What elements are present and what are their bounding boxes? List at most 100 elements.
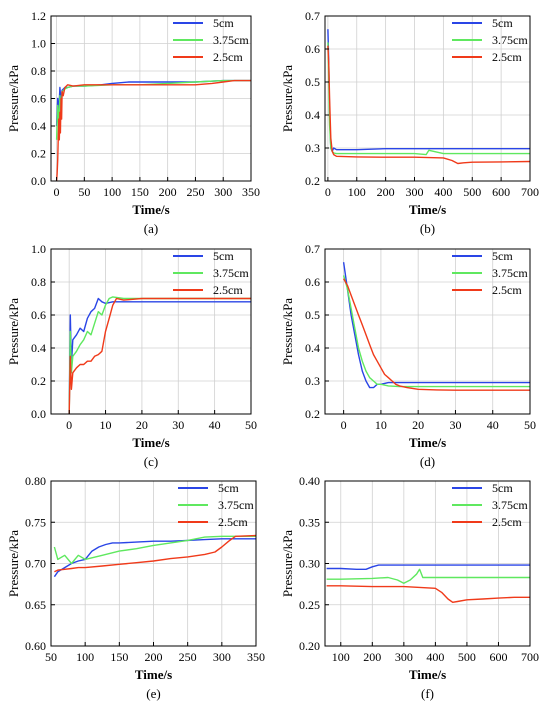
- x-tick-label: 300: [406, 185, 424, 199]
- x-tick-label: 20: [136, 418, 148, 432]
- y-tick-label: 0.2: [305, 407, 320, 421]
- legend: 5cm 3.75cm 2.5cm: [452, 481, 528, 529]
- x-tick-label: 500: [458, 650, 476, 664]
- panel-label: (b): [420, 221, 435, 236]
- legend-label: 3.75cm: [218, 498, 254, 512]
- plot-frame: [50, 248, 252, 415]
- chart-panel: 0 10 20 30 40 50 0.0 0.2 0.4 0.6 0.8 1.0 Time/s Press…: [6, 242, 257, 469]
- legend-label: 2.5cm: [492, 283, 522, 297]
- series-line-2-5cm: [342, 278, 530, 391]
- legend-label: 5cm: [492, 481, 513, 495]
- x-tick-label: 400: [434, 185, 452, 199]
- chart-panel: 100 200 300 400 500 600 700 0.20 0.25 0.30 0.35 0.4…: [280, 474, 539, 701]
- x-tick-label: 100: [348, 185, 366, 199]
- legend-label: 3.75cm: [492, 498, 528, 512]
- chart-panel: 0 10 20 30 40 50 0.2 0.3 0.4 0.5 0.6 0.7 Time/s Press…: [280, 242, 536, 469]
- y-tick-label: 0.2: [305, 174, 320, 188]
- x-tick-label: 600: [489, 650, 507, 664]
- y-axis-label: Pressure/kPa: [280, 298, 295, 365]
- x-tick-label: 200: [159, 185, 177, 199]
- y-tick-label: 0.7: [305, 9, 320, 23]
- x-tick-label: 0: [54, 185, 60, 199]
- legend-label: 2.5cm: [492, 50, 522, 64]
- panel-label: (c): [144, 454, 158, 469]
- legend: 5cm 3.75cm 2.5cm: [173, 16, 249, 64]
- legend-label: 5cm: [492, 249, 513, 263]
- panel-label: (e): [146, 686, 160, 701]
- x-tick-label: 300: [213, 650, 231, 664]
- series-line-5cm: [55, 79, 251, 127]
- legend: 5cm 3.75cm 2.5cm: [173, 249, 249, 297]
- x-tick-label: 50: [245, 418, 257, 432]
- y-tick-label: 0.40: [299, 474, 320, 488]
- y-tick-label: 0.2: [31, 374, 46, 388]
- y-tick-label: 0.70: [25, 557, 46, 571]
- x-tick-label: 400: [426, 650, 444, 664]
- x-tick-label: 50: [78, 185, 90, 199]
- y-tick-label: 1.0: [31, 242, 46, 256]
- series-line-3-75cm: [53, 535, 256, 565]
- x-tick-label: 600: [492, 185, 510, 199]
- y-tick-label: 0.75: [25, 515, 46, 529]
- series-line-3-75cm: [342, 275, 530, 388]
- y-tick-label: 0.8: [31, 275, 46, 289]
- y-tick-label: 0.6: [31, 308, 46, 322]
- legend-label: 2.5cm: [213, 50, 243, 64]
- x-tick-label: 200: [363, 650, 381, 664]
- x-tick-label: 700: [521, 650, 539, 664]
- plot-frame: [324, 248, 531, 415]
- y-axis-label: Pressure/kPa: [280, 530, 295, 597]
- series-line-2-5cm: [55, 79, 251, 181]
- y-tick-label: 0.7: [305, 242, 320, 256]
- x-tick-label: 300: [214, 185, 232, 199]
- y-tick-label: 0.6: [305, 42, 320, 56]
- y-tick-label: 0.3: [305, 374, 320, 388]
- y-tick-label: 0.60: [25, 639, 46, 653]
- series-line-2-5cm: [68, 297, 251, 414]
- x-tick-label: 10: [100, 418, 112, 432]
- plot-frame: [324, 15, 531, 182]
- x-tick-label: 100: [332, 650, 350, 664]
- x-tick-label: 100: [76, 650, 94, 664]
- series-line-2-5cm: [326, 585, 530, 603]
- panel-label: (a): [144, 221, 158, 236]
- y-tick-label: 0.2: [31, 147, 46, 161]
- x-tick-label: 0: [341, 418, 347, 432]
- y-axis-label: Pressure/kPa: [6, 65, 21, 132]
- x-tick-label: 20: [412, 418, 424, 432]
- legend: 5cm 3.75cm 2.5cm: [178, 481, 254, 529]
- series-line-2-5cm: [54, 534, 256, 573]
- y-tick-label: 0.65: [25, 598, 46, 612]
- legend: 5cm 3.75cm 2.5cm: [452, 249, 528, 297]
- x-tick-label: 50: [45, 650, 57, 664]
- y-axis-label: Pressure/kPa: [6, 530, 21, 597]
- x-tick-label: 10: [375, 418, 387, 432]
- x-tick-label: 100: [103, 185, 121, 199]
- x-tick-label: 40: [487, 418, 499, 432]
- x-tick-label: 30: [172, 418, 184, 432]
- x-tick-label: 150: [110, 650, 128, 664]
- y-tick-label: 0.6: [31, 92, 46, 106]
- legend-label: 2.5cm: [218, 515, 248, 529]
- x-tick-label: 0: [66, 418, 72, 432]
- y-axis-label: Pressure/kPa: [6, 298, 21, 365]
- x-tick-label: 200: [145, 650, 163, 664]
- series-line-3-75cm: [326, 568, 530, 584]
- x-tick-label: 50: [524, 418, 536, 432]
- x-tick-label: 40: [209, 418, 221, 432]
- panel-label: (d): [420, 454, 435, 469]
- legend-label: 3.75cm: [492, 33, 528, 47]
- x-axis-label: Time/s: [409, 667, 446, 682]
- y-tick-label: 0.3: [305, 141, 320, 155]
- x-tick-label: 150: [131, 185, 149, 199]
- x-axis-label: Time/s: [135, 667, 172, 682]
- y-tick-label: 0.4: [31, 119, 46, 133]
- x-axis-label: Time/s: [132, 202, 169, 217]
- legend-label: 3.75cm: [213, 266, 249, 280]
- y-tick-label: 0.25: [299, 598, 320, 612]
- chart-panel: 0 50 100 150 200 250 300 350 0.0 0.2 0.4 0.6 0.8 1.0 1…: [6, 9, 260, 236]
- x-tick-label: 300: [395, 650, 413, 664]
- chart-panel: 50 100 150 200 250 300 350 0.60 0.65 0.70 0.75 0.80…: [6, 474, 265, 701]
- y-tick-label: 0.35: [299, 515, 320, 529]
